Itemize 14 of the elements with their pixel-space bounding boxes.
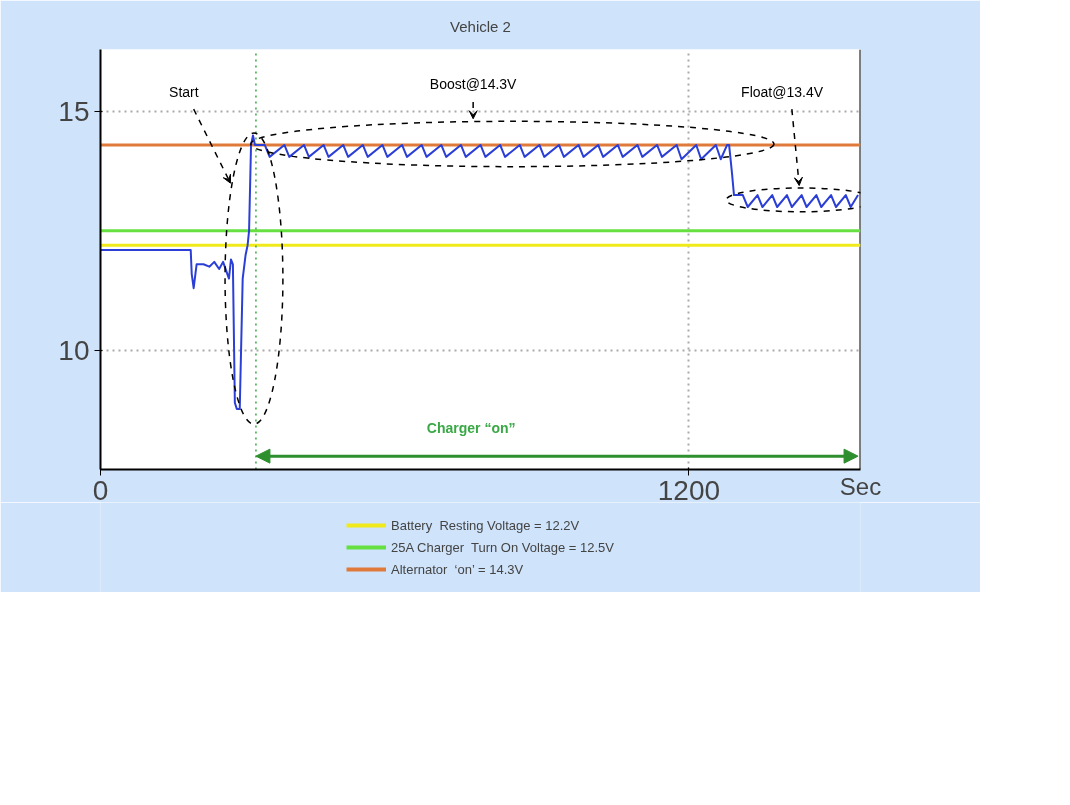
chart-title: Vehicle 2 bbox=[450, 17, 511, 35]
annotation: Boost@14.3V bbox=[429, 76, 518, 93]
x-axis-title: Sec bbox=[839, 472, 882, 500]
legend-label: Alternator ‘on’ = 14.3V bbox=[391, 561, 524, 577]
annotation: Start bbox=[169, 83, 199, 100]
annotation: Float@13.4V bbox=[741, 83, 824, 100]
legend-label: 25A Charger Turn On Voltage = 12.5V bbox=[391, 539, 614, 555]
x-tick-label: 1200 bbox=[657, 474, 721, 506]
line-series bbox=[100, 134, 860, 410]
annotation: Charger “on” bbox=[426, 420, 516, 437]
y-tick-label: 10 bbox=[58, 334, 90, 366]
x-tick-label: 0 bbox=[92, 474, 109, 506]
y-tick-label: 15 bbox=[58, 96, 90, 128]
legend-label: Battery Resting Voltage = 12.2V bbox=[391, 517, 580, 533]
